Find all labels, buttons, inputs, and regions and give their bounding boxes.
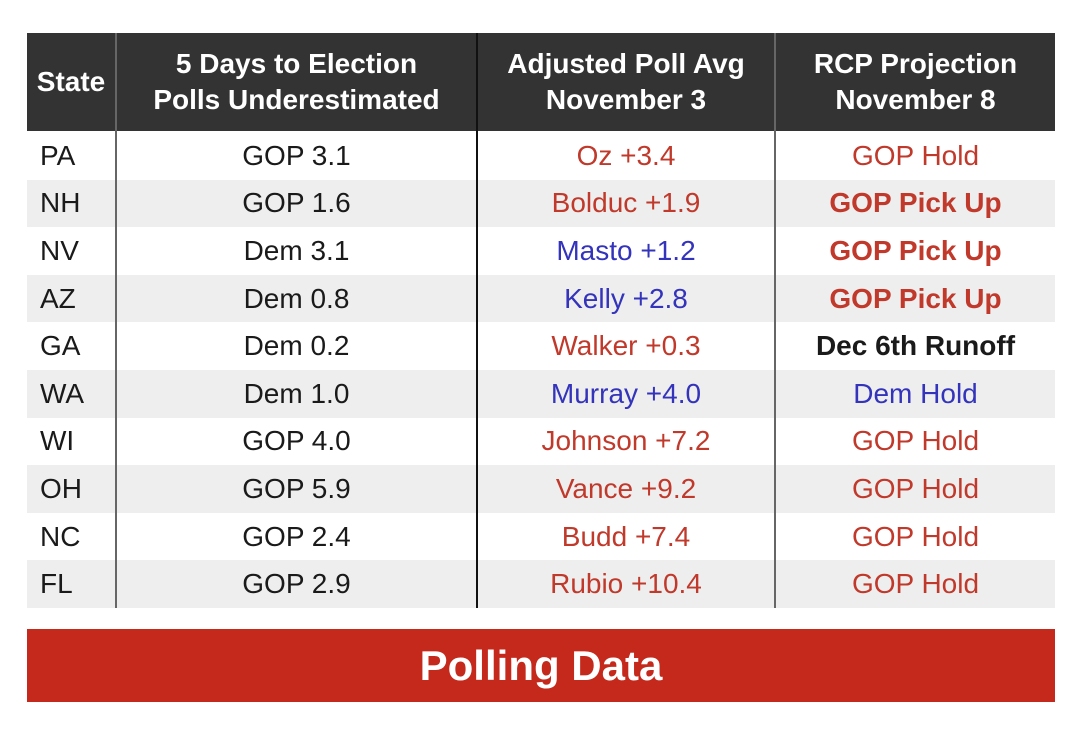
state-cell: NH [27, 179, 116, 228]
table-row: OH GOP 5.9 Vance +9.2 GOP Hold [27, 465, 1055, 513]
poll-avg-cell: Murray +4.0 [476, 369, 775, 418]
banner-title: Polling Data [419, 641, 663, 689]
underestimated-cell: GOP 4.0 [115, 417, 477, 466]
state-cell: WI [40, 425, 75, 457]
underestimated-cell: Dem 0.2 [115, 322, 477, 370]
header-line-2: November 8 [835, 84, 996, 115]
state-cell: GA [40, 330, 81, 362]
table-row: FL GOP 2.9 Rubio +10.4 GOP Hold [27, 560, 1055, 608]
projection-cell: GOP Hold [774, 465, 1055, 513]
underestimated-cell: GOP 3.1 [115, 131, 477, 180]
poll-avg-cell: Bolduc +1.9 [476, 179, 775, 228]
projection-cell: GOP Pick Up [774, 179, 1055, 228]
projection-cell: Dec 6th Runoff [774, 322, 1055, 370]
state-cell: PA [27, 131, 116, 180]
header-row: State 5 Days to Election Polls Underesti… [27, 33, 1055, 132]
projection-cell: GOP Hold [774, 131, 1055, 180]
poll-avg-cell: Vance +9.2 [476, 465, 775, 513]
poll-avg-cell: Walker +0.3 [476, 322, 775, 370]
underestimated-cell: GOP 2.4 [115, 512, 477, 561]
state-cell: WA [27, 369, 116, 418]
header-line-2: Polls Underestimated [153, 84, 440, 115]
underestimated-cell: Dem 1.0 [115, 369, 477, 418]
table-row: WA Dem 1.0 Murray +4.0 Dem Hold [27, 369, 1055, 418]
polling-data-banner: Polling Data [27, 629, 1055, 702]
header-line-2: November 3 [545, 84, 707, 115]
poll-avg-cell: Oz +3.4 [476, 131, 775, 180]
poll-avg-cell: Rubio +10.4 [476, 560, 775, 608]
poll-avg-cell: Johnson +7.2 [476, 417, 775, 466]
header-state-label: State [36, 66, 106, 97]
table-row: PA GOP 3.1 Oz +3.4 GOP Hold [27, 131, 1055, 180]
table-body: PA GOP 3.1 Oz +3.4 GOP Hold NH GOP 1.6 Bolduc … [27, 131, 1055, 608]
table-row: NH GOP 1.6 Bolduc +1.9 GOP Pick Up [27, 179, 1055, 228]
projection-cell: GOP Hold [774, 512, 1055, 561]
projection-cell: GOP Pick Up [774, 227, 1055, 275]
projection-cell: GOP Pick Up [774, 274, 1055, 323]
state-cell: AZ [27, 274, 116, 323]
header-state: State [27, 33, 116, 132]
header-polls-underestimated: 5 Days to Election Polls Underestimated [115, 33, 477, 132]
state-cell: OH [27, 465, 116, 513]
header-line-1: Adjusted Poll Avg [507, 48, 745, 79]
projection-cell: GOP Hold [774, 560, 1055, 608]
underestimated-cell: Dem 3.1 [115, 227, 477, 275]
table-row: AZ Dem 0.8 Kelly +2.8 GOP Pick Up [27, 274, 1055, 323]
table-row: NC GOP 2.4 Budd +7.4 GOP Hold [27, 512, 1055, 561]
underestimated-cell: GOP 5.9 [115, 465, 477, 513]
table-row: GA Dem 0.2 Walker +0.3 Dec 6th Runoff [27, 322, 1055, 370]
underestimated-cell: Dem 0.8 [115, 274, 477, 323]
poll-avg-cell: Kelly +2.8 [476, 274, 775, 323]
header-rcp-projection: RCP Projection November 8 [774, 33, 1055, 132]
projection-cell: Dem Hold [774, 369, 1055, 418]
underestimated-cell: GOP 2.9 [115, 560, 477, 608]
table-row: WI GOP 4.0 Johnson +7.2 GOP Hold [27, 417, 1055, 466]
header-line-1: 5 Days to Election [175, 48, 418, 79]
poll-avg-cell: Masto +1.2 [476, 227, 775, 275]
poll-avg-cell: Budd +7.4 [476, 512, 775, 561]
header-line-1: RCP Projection [813, 48, 1018, 79]
underestimated-cell: GOP 1.6 [115, 179, 477, 228]
state-cell: NC [40, 520, 81, 552]
header-adjusted-poll-avg: Adjusted Poll Avg November 3 [476, 33, 775, 132]
polling-table: State 5 Days to Election Polls Underesti… [27, 33, 1055, 608]
projection-cell: GOP Hold [774, 417, 1055, 466]
state-cell: FL [27, 560, 116, 608]
state-cell: NV [40, 234, 79, 266]
table-row: NV Dem 3.1 Masto +1.2 GOP Pick Up [27, 227, 1055, 275]
